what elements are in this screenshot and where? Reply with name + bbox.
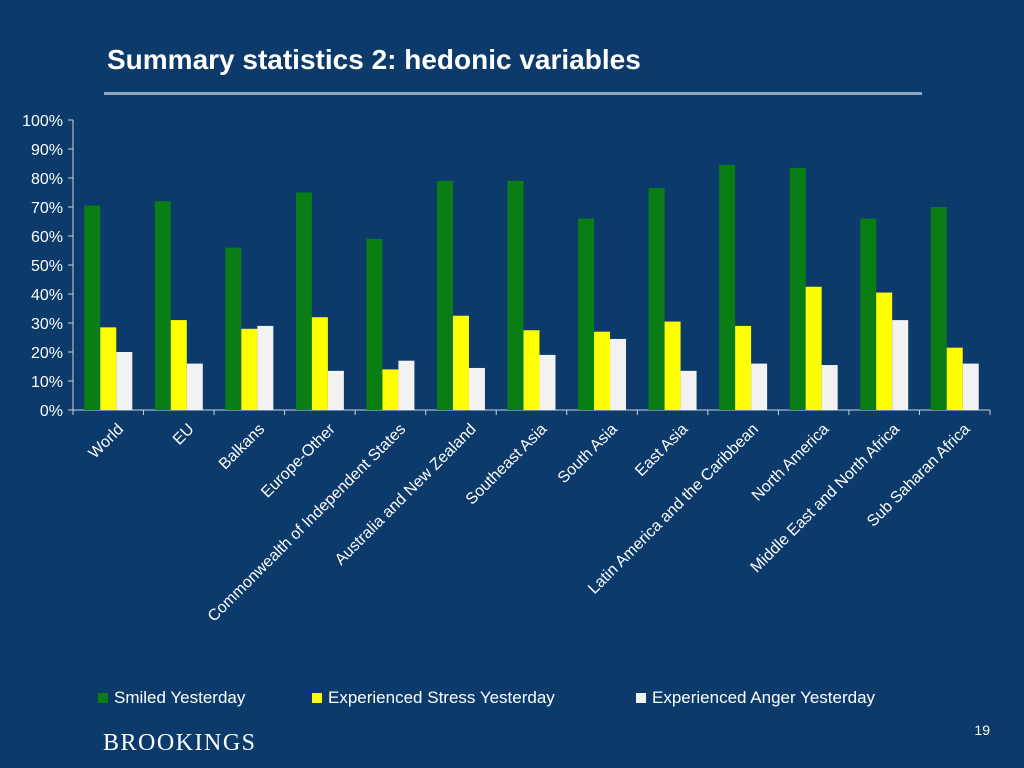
bar-stress bbox=[241, 328, 258, 410]
x-category-label: Australia and New Zealand bbox=[332, 421, 480, 569]
bar-smiled bbox=[154, 201, 171, 410]
bar-stress bbox=[946, 347, 963, 410]
bar-anger bbox=[398, 360, 415, 410]
bar-stress bbox=[735, 325, 752, 410]
x-category-label: Europe-Other bbox=[258, 420, 339, 501]
title-divider bbox=[104, 92, 922, 95]
bar-smiled bbox=[860, 218, 877, 410]
bar-smiled bbox=[719, 164, 736, 410]
bar-anger bbox=[821, 365, 838, 410]
bar-anger bbox=[327, 370, 344, 410]
x-category-label: Balkans bbox=[216, 421, 268, 473]
bar-anger bbox=[116, 352, 133, 410]
bar-stress bbox=[452, 315, 469, 410]
bar-smiled bbox=[225, 247, 242, 410]
bar-stress bbox=[100, 327, 117, 410]
bar-stress bbox=[170, 320, 187, 410]
legend-item-smiled: Smiled Yesterday bbox=[98, 688, 245, 708]
bar-stress bbox=[805, 286, 822, 410]
chart-legend: Smiled Yesterday Experienced Stress Yest… bbox=[0, 688, 1024, 714]
bar-smiled bbox=[789, 167, 806, 410]
bar-stress bbox=[311, 317, 328, 410]
y-tick-label: 20% bbox=[31, 345, 63, 362]
bar-smiled bbox=[930, 207, 947, 410]
y-tick-label: 30% bbox=[31, 316, 63, 333]
x-category-label: EU bbox=[170, 421, 198, 449]
bar-stress bbox=[523, 330, 540, 410]
bar-stress bbox=[664, 321, 681, 410]
legend-label-smiled: Smiled Yesterday bbox=[114, 688, 246, 707]
bar-stress bbox=[594, 331, 611, 410]
y-tick-label: 10% bbox=[31, 374, 63, 391]
bar-smiled bbox=[507, 180, 524, 410]
bars bbox=[84, 164, 979, 410]
y-axis: 0% 10% 20% 30% 40% 50% 60% 70% 80% 90% 100% bbox=[22, 113, 74, 420]
bar-stress bbox=[382, 369, 399, 410]
bar-smiled bbox=[366, 238, 383, 410]
y-tick-label: 40% bbox=[31, 287, 63, 304]
x-axis bbox=[72, 409, 991, 415]
bar-smiled bbox=[84, 205, 101, 410]
y-tick-label: 60% bbox=[31, 229, 63, 246]
bar-anger bbox=[962, 363, 979, 410]
legend-swatch-stress bbox=[312, 693, 322, 703]
bar-anger bbox=[892, 320, 909, 410]
bar-smiled bbox=[578, 218, 595, 410]
bar-smiled bbox=[436, 180, 453, 410]
x-category-label: South Asia bbox=[555, 421, 621, 487]
legend-label-anger: Experienced Anger Yesterday bbox=[652, 688, 876, 707]
bar-chart: 0% 10% 20% 30% 40% 50% 60% 70% 80% 90% 100% World E… bbox=[22, 113, 991, 625]
page-title: Summary statistics 2: hedonic variables bbox=[107, 44, 641, 75]
y-tick-label: 100% bbox=[22, 113, 63, 130]
bar-smiled bbox=[648, 188, 665, 410]
y-tick-label: 0% bbox=[40, 403, 63, 420]
y-tick-label: 90% bbox=[31, 142, 63, 159]
bar-anger bbox=[610, 338, 627, 410]
bar-anger bbox=[751, 363, 768, 410]
legend-swatch-smiled bbox=[98, 693, 108, 703]
y-tick-label: 70% bbox=[31, 200, 63, 217]
y-tick-label: 80% bbox=[31, 171, 63, 188]
x-category-label: World bbox=[86, 421, 127, 462]
legend-swatch-anger bbox=[636, 693, 646, 703]
x-category-label: East Asia bbox=[632, 421, 691, 480]
y-tick-label: 50% bbox=[31, 258, 63, 275]
bar-anger bbox=[186, 363, 203, 410]
legend-item-anger: Experienced Anger Yesterday bbox=[636, 688, 875, 708]
brookings-logo: BROOKINGS bbox=[103, 730, 257, 756]
bar-anger bbox=[257, 325, 274, 410]
bar-anger bbox=[680, 370, 697, 410]
page-number: 19 bbox=[974, 722, 990, 738]
bar-smiled bbox=[295, 192, 312, 410]
bar-stress bbox=[876, 292, 893, 410]
bar-anger bbox=[468, 367, 485, 410]
legend-label-stress: Experienced Stress Yesterday bbox=[328, 688, 555, 707]
x-category-label: Middle East and North Africa bbox=[748, 421, 903, 576]
bar-anger bbox=[539, 354, 556, 410]
legend-item-stress: Experienced Stress Yesterday bbox=[312, 688, 555, 708]
